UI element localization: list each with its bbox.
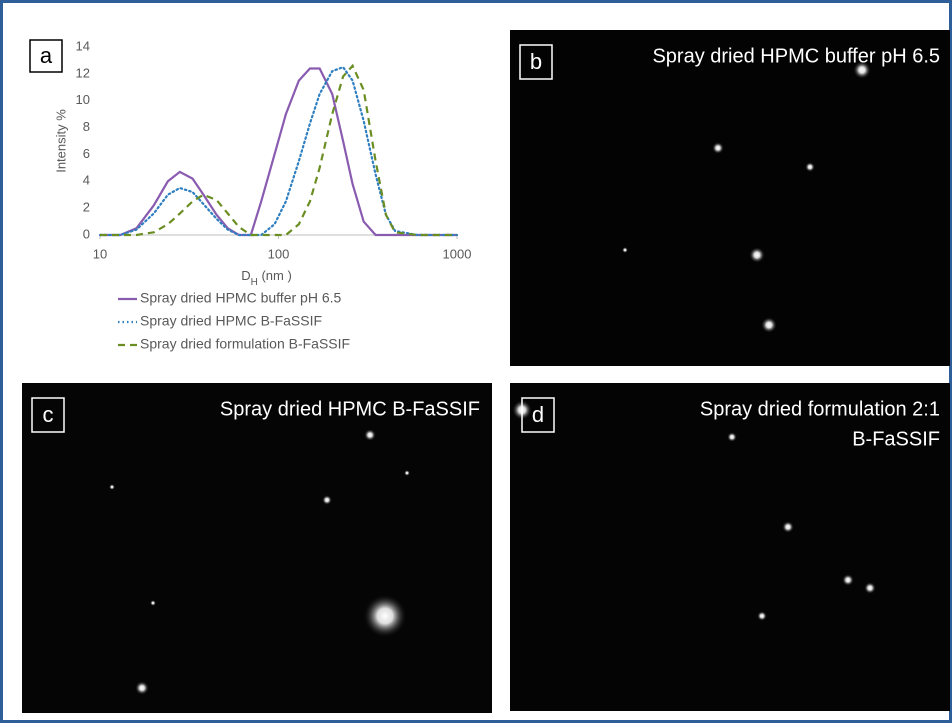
legend-label: Spray dried HPMC B-FaSSIF: [140, 313, 322, 329]
panel-title: Spray dried HPMC B-FaSSIF: [220, 398, 480, 420]
x-axis-label-part: D: [241, 268, 250, 283]
x-axis-label-part: H: [251, 277, 258, 288]
panel-title: B-FaSSIF: [852, 428, 940, 450]
x-tick-label: 10: [93, 246, 107, 261]
panel-title: Spray dried formulation 2:1: [700, 398, 940, 420]
legend-label: Spray dried HPMC buffer pH 6.5: [140, 290, 341, 306]
y-tick-label: 0: [83, 226, 90, 241]
x-tick-label: 100: [268, 246, 290, 261]
y-tick-label: 12: [76, 65, 90, 80]
y-tick-label: 14: [76, 38, 90, 53]
panel-label: c: [43, 402, 54, 427]
y-tick-label: 10: [76, 92, 90, 107]
panel-label: b: [530, 49, 542, 74]
y-tick-label: 8: [83, 119, 90, 134]
y-tick-label: 4: [83, 173, 90, 188]
y-tick-label: 6: [83, 146, 90, 161]
x-axis-label-part: (nm ): [258, 268, 292, 283]
legend-label: Spray dried formulation B-FaSSIF: [140, 336, 350, 352]
x-tick-label: 1000: [443, 246, 472, 261]
y-tick-label: 2: [83, 200, 90, 215]
panel-label: d: [532, 402, 544, 427]
figure: 0 2 4 6 8 10 12 14 10 100 1000 Intensity % DH (nm ) a…: [0, 0, 952, 723]
panel-title: Spray dried HPMC buffer pH 6.5: [652, 45, 940, 67]
panel-label: a: [40, 43, 53, 68]
y-axis-label: Intensity %: [53, 109, 68, 173]
